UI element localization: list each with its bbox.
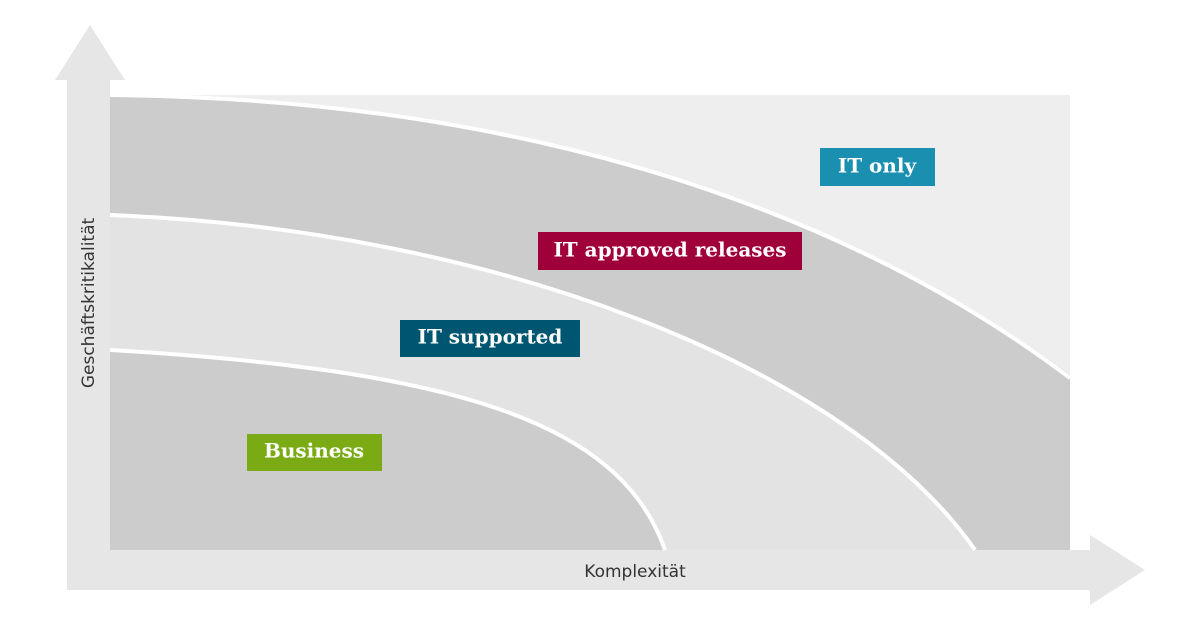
zone-label: IT approved releases xyxy=(553,238,786,262)
band-it-supported xyxy=(110,215,975,550)
x-axis-label: Komplexität xyxy=(584,562,686,582)
y-axis-arrow xyxy=(55,25,125,550)
band-business xyxy=(110,350,665,550)
zone-label: IT only xyxy=(838,154,918,178)
boundary-line xyxy=(109,348,667,551)
y-axis-label: Geschäftskritikalität xyxy=(79,217,99,388)
zone-box xyxy=(400,320,580,357)
boundary-line xyxy=(109,213,977,552)
zone-box xyxy=(538,232,802,270)
zone-label: IT supported xyxy=(418,325,563,349)
boundary-line xyxy=(109,93,1072,380)
zone-label: Business xyxy=(264,439,364,463)
x-axis-arrow xyxy=(67,535,1145,605)
band-it-approved xyxy=(110,95,1070,550)
zone-box xyxy=(247,434,382,471)
zone-box xyxy=(820,148,935,186)
